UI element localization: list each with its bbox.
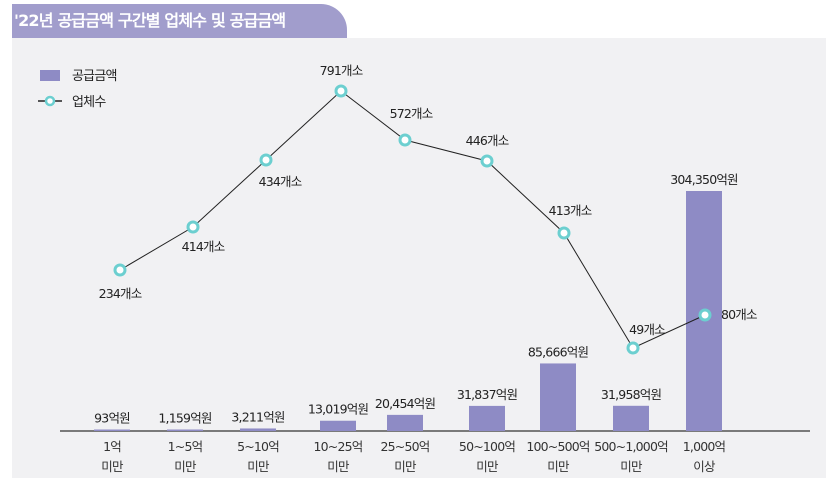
line-label: 572개소 — [390, 106, 433, 121]
line-label: 434개소 — [259, 174, 302, 189]
line-point — [259, 153, 273, 167]
line-label: 80개소 — [721, 307, 757, 322]
line-point — [398, 133, 412, 147]
x-tick-label: 미만 — [476, 459, 499, 474]
line-label: 49개소 — [629, 322, 665, 337]
bar-label: 20,454억원 — [375, 396, 436, 411]
title-tab — [12, 4, 347, 38]
legend-line-label: 업체수 — [72, 95, 106, 110]
bar-label: 304,350억원 — [670, 172, 738, 187]
x-tick-label: 이상 — [693, 459, 716, 474]
x-tick-label: 10~25억 — [314, 439, 363, 454]
legend-bar-swatch — [40, 70, 60, 81]
bar-label: 1,159억원 — [158, 411, 211, 426]
bar-label: 13,019억원 — [308, 402, 369, 417]
bar-label: 3,211억원 — [231, 409, 284, 424]
x-tick-label: 미만 — [620, 459, 643, 474]
line-point — [113, 263, 127, 277]
bar — [240, 428, 276, 431]
x-tick-label: 1~5억 — [168, 439, 203, 454]
line-label: 234개소 — [99, 286, 142, 301]
x-tick-label: 5~10억 — [237, 439, 279, 454]
x-tick-label: 100~500억 — [526, 439, 589, 454]
line-label: 414개소 — [182, 239, 225, 254]
bar — [469, 405, 505, 431]
x-tick-label: 50~100억 — [459, 439, 515, 454]
line-label: 446개소 — [466, 133, 509, 148]
bar-label: 85,666억원 — [528, 344, 589, 359]
bar — [540, 363, 576, 431]
line-series — [119, 90, 706, 349]
bar — [387, 414, 423, 431]
x-tick-label: 500~1,000억 — [594, 439, 668, 454]
x-tick-label: 미만 — [174, 459, 197, 474]
bar — [613, 405, 649, 431]
line-label: 791개소 — [320, 63, 363, 78]
x-tick-label: 25~50억 — [381, 439, 430, 454]
x-tick-label: 미만 — [101, 459, 124, 474]
line-point — [186, 220, 200, 234]
x-tick-label: 1,000억 — [683, 439, 726, 454]
x-tick-label: 미만 — [247, 459, 270, 474]
line-point — [698, 308, 712, 322]
line-point — [334, 84, 348, 98]
line-point — [626, 341, 640, 355]
line-point — [480, 154, 494, 168]
bar-label: 31,958억원 — [601, 387, 662, 402]
bar — [94, 429, 130, 431]
x-tick-label: 1억 — [103, 439, 121, 454]
bar — [320, 420, 356, 431]
bar-label: 93억원 — [94, 411, 130, 426]
x-tick-label: 미만 — [327, 459, 350, 474]
line-point — [557, 226, 571, 240]
bar-label: 31,837억원 — [457, 387, 518, 402]
x-tick-label: 미만 — [394, 459, 417, 474]
x-tick-label: 미만 — [547, 459, 570, 474]
legend-line-marker — [44, 95, 56, 107]
legend-bar-label: 공급금액 — [72, 69, 117, 84]
chart-title: '22년 공급금액 구간별 업체수 및 공급금액 — [14, 11, 286, 30]
line-label: 413개소 — [549, 203, 592, 218]
bar — [167, 429, 203, 431]
